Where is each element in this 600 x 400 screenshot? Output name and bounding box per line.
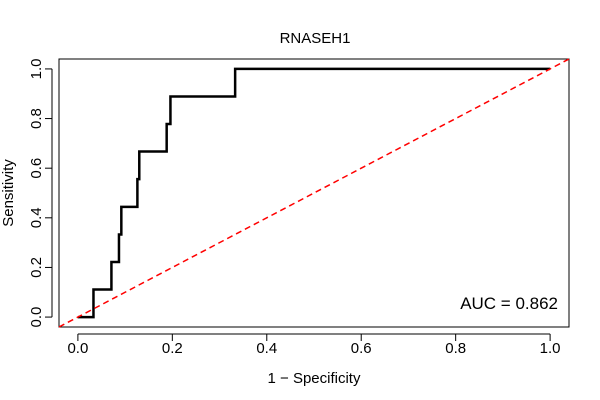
x-tick-label: 0.8 — [445, 340, 466, 357]
y-tick-label: 0.0 — [28, 307, 45, 328]
y-tick-label: 0.6 — [28, 158, 45, 179]
x-tick-label: 0.6 — [351, 340, 372, 357]
x-tick-label: 0.4 — [256, 340, 277, 357]
x-axis: 0.0 0.2 0.4 0.6 0.8 1.0 — [67, 333, 561, 357]
roc-curve-line — [77, 67, 551, 319]
y-tick-label: 0.2 — [28, 257, 45, 278]
y-axis-label: Sensitivity — [0, 159, 17, 227]
auc-annotation: AUC = 0.862 — [460, 294, 558, 313]
x-tick-label: 0.2 — [162, 340, 183, 357]
reference-diagonal-line — [58, 58, 570, 328]
series-layer — [58, 58, 570, 328]
plot-border — [58, 58, 570, 328]
y-tick-label: 0.4 — [28, 207, 45, 228]
y-tick-label: 0.8 — [28, 108, 45, 129]
x-axis-label: 1 − Specificity — [268, 370, 361, 387]
x-tick-label: 0.0 — [67, 340, 88, 357]
y-tick-label: 1.0 — [28, 58, 45, 79]
y-axis: 0.0 0.2 0.4 0.6 0.8 1.0 — [28, 58, 53, 328]
x-tick-label: 1.0 — [540, 340, 561, 357]
chart-title: RNASEH1 — [280, 30, 351, 47]
